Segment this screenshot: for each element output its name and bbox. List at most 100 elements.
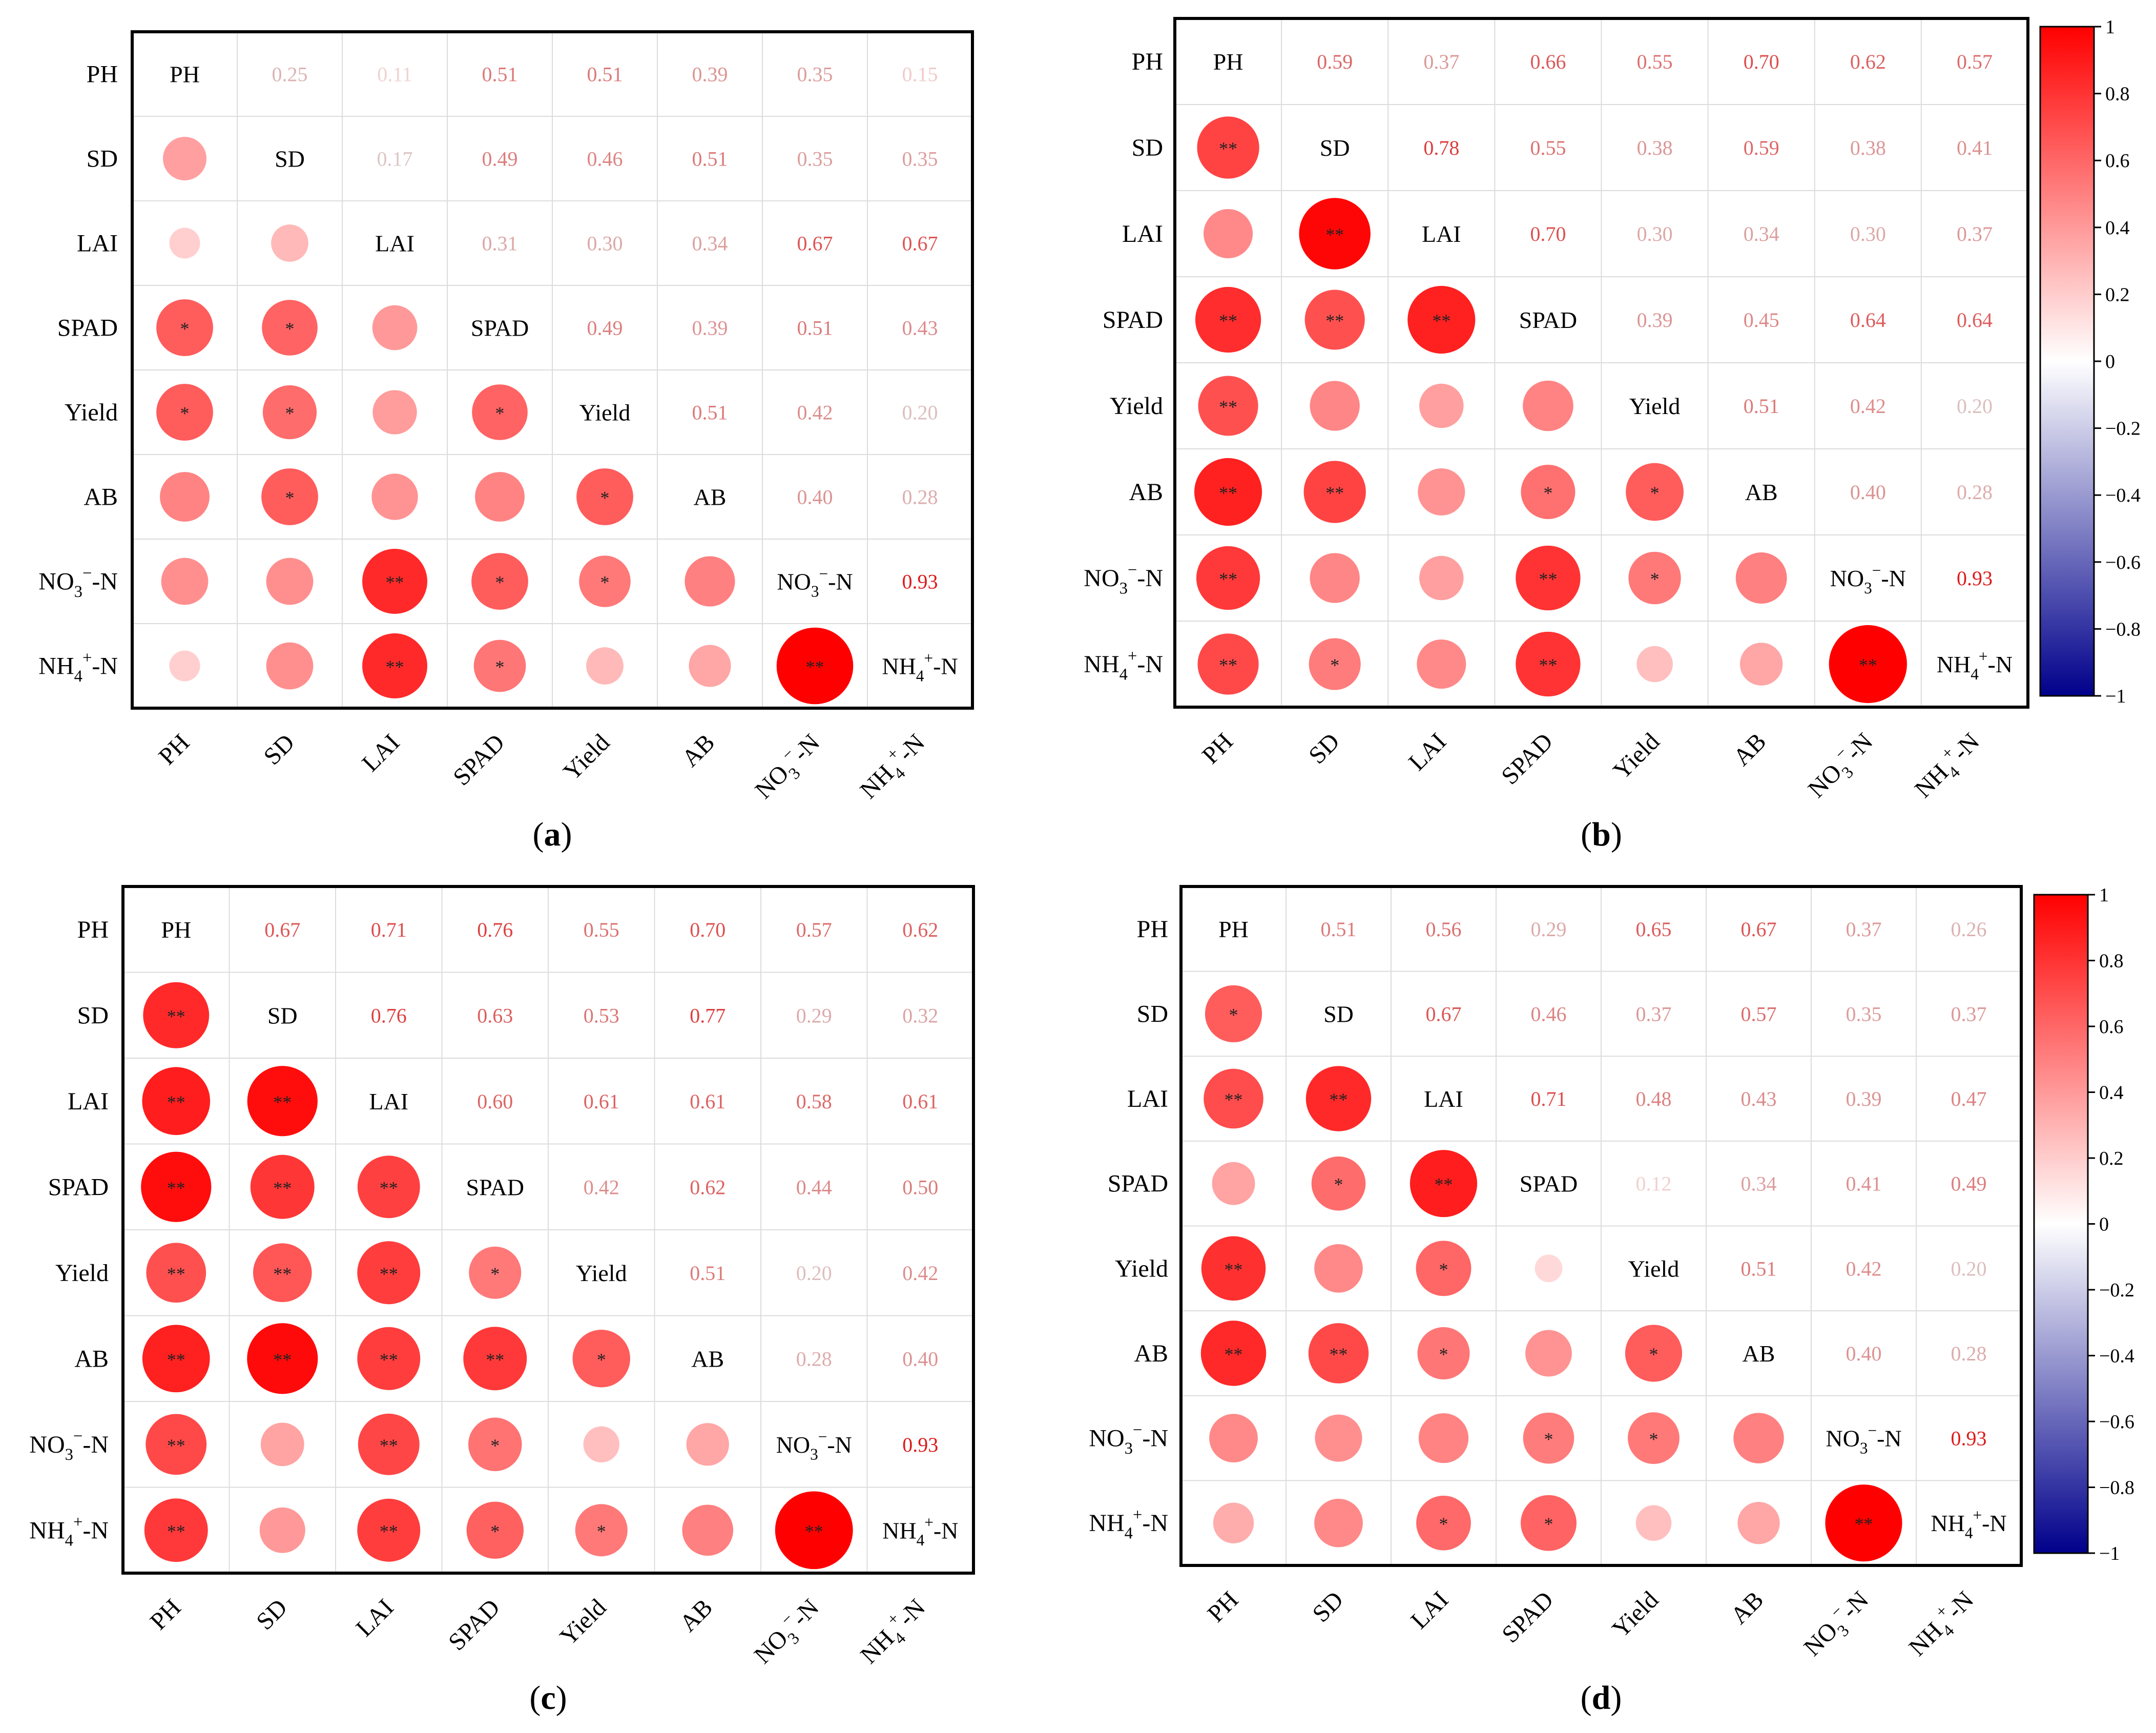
- correlation-circle: [271, 224, 308, 262]
- heatmap-panel-b: PH 0.59 0.37 0.66 0.55 0.70 0.62 0.57** SD 0.78 0.…: [1084, 16, 2141, 853]
- diagonal-label: NH4+-N: [1937, 647, 2013, 683]
- correlation-value: 0.37: [1951, 1002, 1987, 1025]
- column-label: Yield: [558, 729, 615, 786]
- diagonal-label: PH: [1213, 49, 1243, 75]
- correlation-circle: [1310, 553, 1360, 603]
- column-label: NO3−-N: [746, 1591, 828, 1673]
- row-label: Yield: [55, 1260, 109, 1287]
- correlation-value: 0.42: [902, 1262, 938, 1285]
- significance-mark: **: [167, 1178, 185, 1198]
- correlation-circle: [1314, 1498, 1363, 1548]
- correlation-circle: [372, 305, 418, 350]
- diagonal-label: Yield: [1629, 393, 1681, 419]
- column-label: AB: [674, 1594, 718, 1637]
- correlation-circle: [1310, 381, 1360, 431]
- correlation-value: 0.42: [1846, 1257, 1882, 1280]
- correlation-circle: [463, 1327, 527, 1391]
- correlation-value: 0.76: [371, 1004, 407, 1027]
- significance-mark: **: [1325, 224, 1344, 245]
- correlation-circle: [1635, 1505, 1672, 1541]
- correlation-value: 0.30: [1850, 222, 1886, 245]
- correlation-value: 0.62: [902, 918, 938, 941]
- row-label: SPAD: [1108, 1170, 1168, 1198]
- correlation-circle: [357, 1327, 421, 1390]
- correlation-circle: [357, 1241, 421, 1305]
- significance-mark: **: [1219, 311, 1237, 331]
- colorbar-gradient: [2039, 26, 2095, 697]
- correlation-circle: [466, 1501, 524, 1559]
- correlation-value: 0.55: [1637, 50, 1673, 73]
- correlation-value: 0.39: [1637, 308, 1673, 332]
- colorbar-tick-label: 0.6: [2099, 1016, 2124, 1038]
- panel-label: (b): [1581, 816, 1622, 853]
- correlation-value: 0.55: [584, 918, 619, 941]
- correlation-value: 0.28: [796, 1347, 832, 1370]
- correlation-circle: [1516, 631, 1581, 697]
- correlation-circle: [776, 627, 854, 705]
- row-label: AB: [1134, 1340, 1168, 1367]
- panel-label: (c): [529, 1679, 567, 1717]
- correlation-value: 0.64: [1850, 308, 1886, 332]
- column-label: NO3−-N: [1796, 1583, 1878, 1665]
- row-label: NH4+-N: [29, 1513, 109, 1550]
- correlation-circle: [259, 1507, 305, 1553]
- column-label: SD: [258, 729, 300, 770]
- row-label: NH4+-N: [1084, 647, 1163, 684]
- correlation-circle: [262, 300, 318, 356]
- correlation-value: 0.45: [1744, 308, 1779, 332]
- correlation-value: 0.59: [1744, 136, 1779, 159]
- column-label: AB: [1726, 1586, 1769, 1629]
- significance-mark: *: [495, 657, 505, 677]
- colorbar-tick-label: 0.4: [2099, 1082, 2124, 1104]
- panel-frame: [121, 885, 975, 1575]
- correlation-circle: [1735, 552, 1787, 604]
- correlation-value: 0.20: [902, 401, 938, 424]
- diagonal-label: LAI: [1422, 221, 1461, 247]
- correlation-circle: [262, 385, 317, 440]
- diagonal-label: LAI: [1424, 1086, 1463, 1112]
- correlation-circle: [1419, 555, 1464, 601]
- colorbar-tick-label: −0.6: [2105, 552, 2141, 573]
- diagonal-label: LAI: [369, 1088, 408, 1115]
- correlation-circle: [362, 549, 427, 614]
- column-label: NH4+-N: [1901, 1583, 1983, 1665]
- correlation-value: 0.49: [482, 148, 518, 171]
- column-label: NH4+-N: [853, 1591, 935, 1673]
- correlation-circle: [1314, 1244, 1363, 1293]
- correlation-circle: [1417, 1327, 1470, 1379]
- correlation-value: 0.70: [1530, 222, 1566, 245]
- colorbar-tick-label: 0.8: [2099, 951, 2124, 972]
- correlation-value: 0.57: [1741, 1002, 1777, 1025]
- correlation-circle: [1315, 1414, 1362, 1462]
- correlation-value: 0.37: [1423, 50, 1459, 73]
- significance-mark: **: [1330, 1344, 1348, 1365]
- correlation-value: 0.93: [902, 1433, 938, 1456]
- correlation-value: 0.61: [690, 1090, 725, 1113]
- column-label: PH: [1197, 728, 1238, 769]
- correlation-value: 0.34: [1741, 1172, 1777, 1195]
- panel-label: (d): [1581, 1679, 1622, 1717]
- colorbar: 1 0.8 0.6 0.4 0.2 0 −0.2 −0.4 −0.6 −0.8 −1: [2033, 884, 2134, 1564]
- significance-mark: **: [167, 1264, 185, 1284]
- correlation-value: 0.38: [1850, 136, 1886, 159]
- significance-mark: *: [1439, 1259, 1448, 1280]
- correlation-circle: [1309, 638, 1361, 690]
- diagonal-label: Yield: [576, 1260, 627, 1286]
- correlation-value: 0.53: [584, 1004, 619, 1027]
- correlation-value: 0.42: [1850, 395, 1886, 418]
- correlation-circle: [1419, 383, 1464, 428]
- correlation-circle: [142, 1325, 210, 1393]
- significance-mark: **: [167, 1435, 185, 1456]
- significance-mark: **: [1219, 569, 1237, 589]
- correlation-circle: [247, 1323, 318, 1394]
- significance-mark: *: [597, 1349, 606, 1370]
- correlation-circle: [260, 1422, 304, 1467]
- correlation-circle: [1525, 1330, 1572, 1377]
- correlation-value: 0.49: [1951, 1172, 1987, 1195]
- colorbar-tick-label: −0.2: [2099, 1280, 2134, 1301]
- correlation-value: 0.46: [587, 148, 623, 171]
- column-label: SD: [251, 1594, 293, 1635]
- panel-frame: [1179, 885, 2023, 1567]
- significance-mark: **: [380, 1521, 398, 1541]
- significance-mark: *: [285, 319, 295, 339]
